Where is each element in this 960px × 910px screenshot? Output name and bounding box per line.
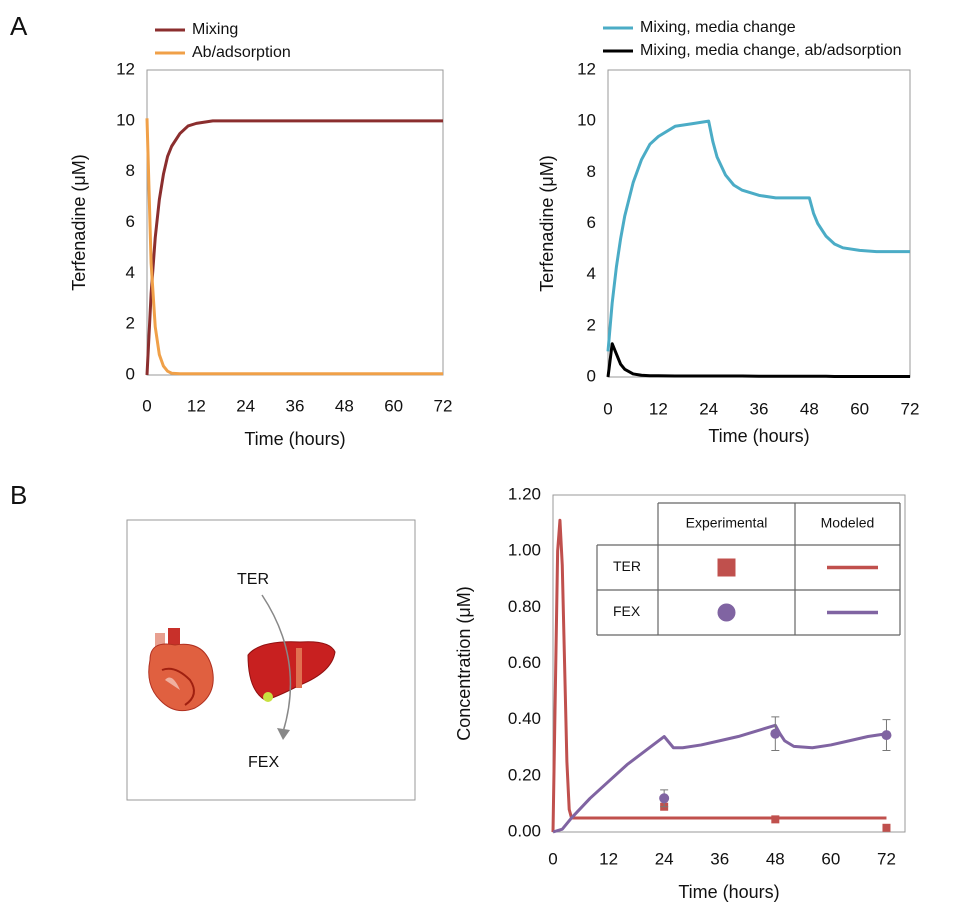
legend-label: Mixing [192, 21, 238, 38]
y-tick-label: 0 [126, 364, 135, 383]
legend-marker [717, 603, 736, 622]
legend-marker [717, 558, 736, 577]
x-tick-label: 48 [800, 399, 819, 418]
y-tick-label: 0.00 [508, 821, 541, 840]
series-line [145, 119, 443, 376]
legend-header: Experimental [686, 515, 768, 531]
y-axis-label: Terfenadine (μM) [69, 154, 89, 290]
liver-icon [247, 641, 336, 702]
y-tick-label: 0.80 [508, 597, 541, 616]
legend-label: TER [613, 558, 641, 574]
y-axis-label: Concentration (μM) [454, 586, 474, 740]
x-tick-label: 48 [766, 849, 785, 868]
y-tick-label: 2 [587, 315, 596, 334]
y-tick-label: 1.20 [508, 484, 541, 503]
data-point [881, 730, 892, 741]
x-tick-label: 24 [655, 849, 674, 868]
x-tick-label: 12 [649, 399, 668, 418]
y-tick-label: 10 [577, 111, 596, 130]
y-tick-label: 2 [126, 314, 135, 333]
x-tick-label: 0 [603, 399, 612, 418]
heart [148, 643, 214, 712]
x-tick-label: 36 [750, 399, 769, 418]
series-line [145, 118, 443, 376]
series-line [551, 518, 887, 833]
y-axis-label: Terfenadine (μM) [537, 155, 557, 291]
conversion-arrow [261, 594, 292, 733]
illustration-frame [126, 519, 416, 801]
data-point [882, 823, 891, 832]
y-tick-label: 6 [587, 213, 596, 232]
series-line [606, 342, 910, 378]
x-tick-label: 60 [821, 849, 840, 868]
liver [247, 641, 336, 701]
x-tick-label: 60 [850, 399, 869, 418]
y-tick-label: 12 [577, 59, 596, 78]
legend-header: Modeled [821, 515, 875, 531]
arrow-head [277, 728, 290, 740]
heart-icon [148, 628, 214, 712]
liver-ligament [296, 648, 302, 688]
plot-frame [607, 69, 911, 378]
y-tick-label: 12 [116, 59, 135, 78]
x-tick-label: 12 [187, 396, 206, 415]
illustration: TER FEX [126, 519, 416, 801]
x-tick-label: 72 [877, 849, 896, 868]
y-tick-label: 0.40 [508, 709, 541, 728]
panel-label: B [10, 480, 27, 510]
y-tick-label: 10 [116, 110, 135, 129]
x-tick-label: 12 [599, 849, 618, 868]
x-tick-label: 36 [710, 849, 729, 868]
x-tick-label: 24 [236, 396, 255, 415]
legend-label: FEX [613, 603, 641, 619]
series-line [552, 723, 887, 834]
y-tick-label: 0.20 [508, 765, 541, 784]
legend-bg [658, 503, 900, 545]
x-tick-label: 24 [699, 399, 718, 418]
x-tick-label: 60 [384, 396, 403, 415]
y-tick-label: 1.00 [508, 541, 541, 560]
series-line [606, 119, 910, 352]
diagram-label: TER [237, 571, 269, 588]
x-tick-label: 72 [434, 396, 453, 415]
plot-frame [552, 494, 906, 833]
y-tick-label: 8 [587, 162, 596, 181]
data-point [771, 815, 780, 824]
legend-label: Ab/adsorption [192, 44, 291, 61]
legend-table-grid [596, 502, 901, 636]
y-tick-label: 4 [126, 263, 135, 282]
heart-vein [161, 667, 195, 706]
heart-detail [165, 677, 180, 690]
y-tick-label: 0.60 [508, 653, 541, 672]
x-axis-label: Time (hours) [244, 429, 345, 449]
diagram-label: FEX [248, 754, 279, 771]
x-tick-label: 0 [548, 849, 557, 868]
x-axis-label: Time (hours) [678, 882, 779, 902]
x-tick-label: 0 [142, 396, 151, 415]
y-tick-label: 6 [126, 212, 135, 231]
y-tick-label: 8 [126, 161, 135, 180]
data-point [659, 793, 670, 804]
plot-frame [146, 69, 444, 376]
x-tick-label: 72 [901, 399, 920, 418]
legend-label: Mixing, media change, ab/adsorption [640, 42, 902, 59]
x-tick-label: 48 [335, 396, 354, 415]
legend-label: Mixing, media change [640, 19, 796, 36]
x-tick-label: 36 [286, 396, 305, 415]
gallbladder [263, 692, 273, 702]
data-point [770, 728, 781, 739]
x-axis-label: Time (hours) [708, 426, 809, 446]
y-tick-label: 4 [587, 264, 596, 283]
y-tick-label: 0 [587, 366, 596, 385]
panel-label: A [10, 11, 28, 41]
